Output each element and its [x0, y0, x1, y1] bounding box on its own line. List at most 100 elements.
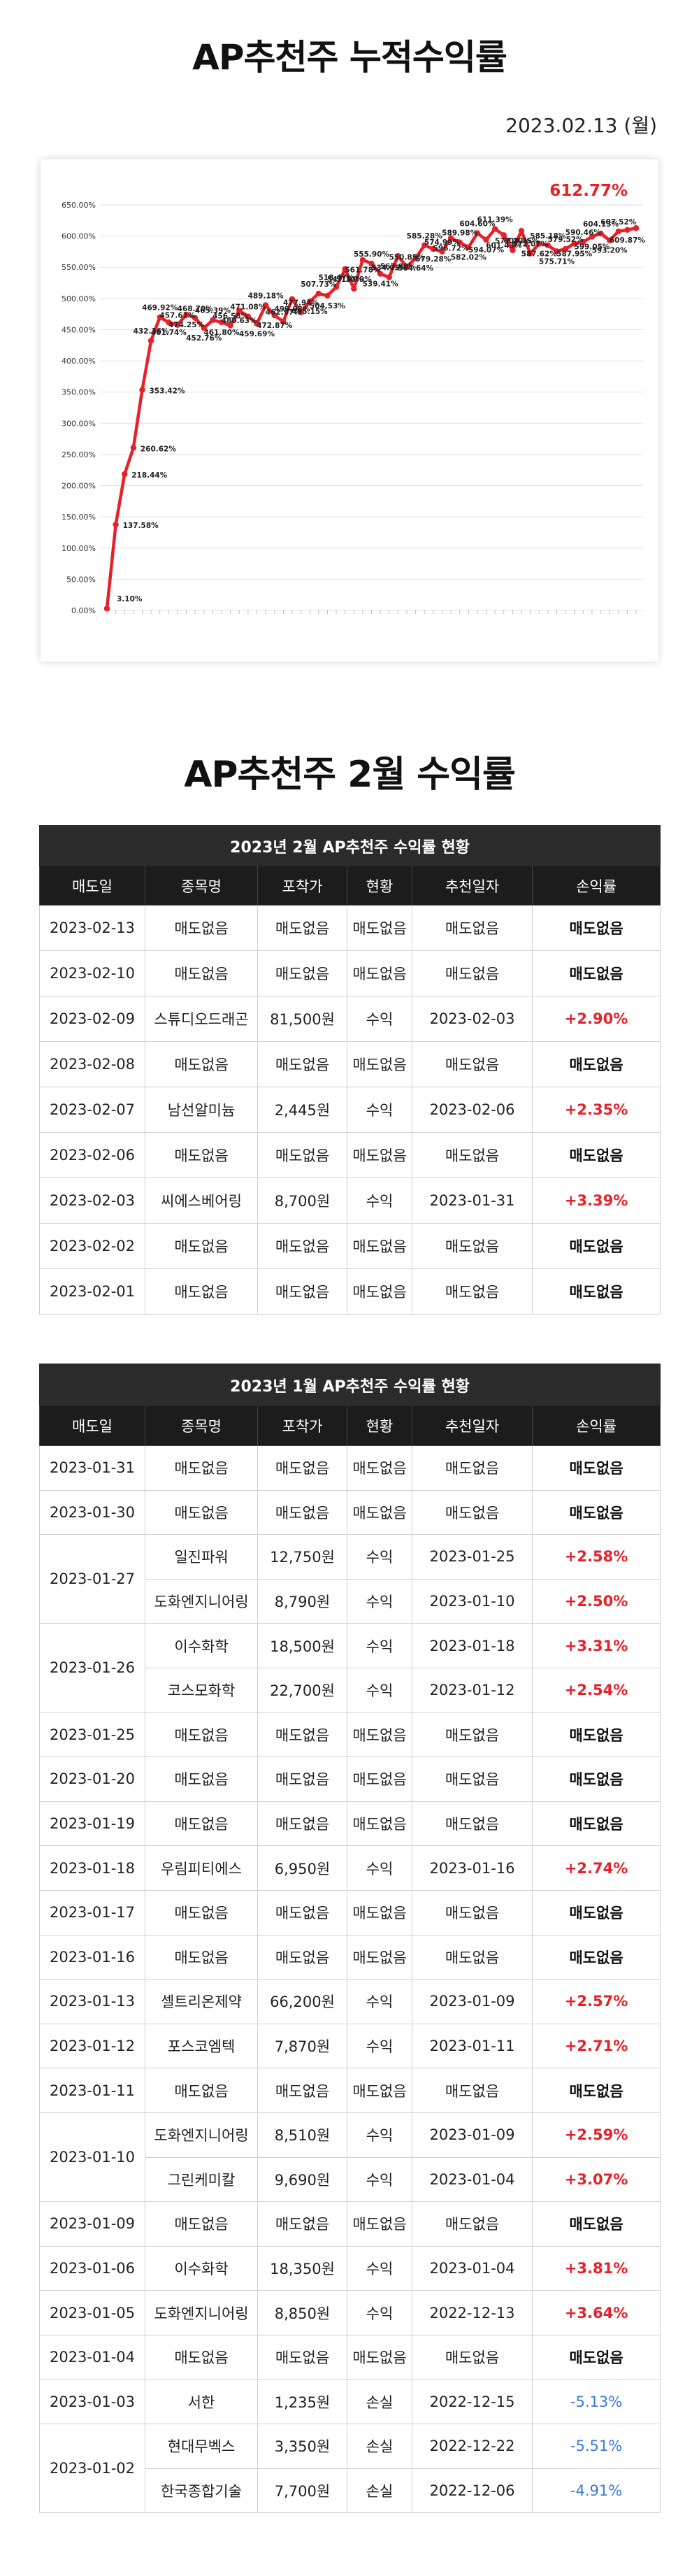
capture-price-cell: 매도없음 [257, 1889, 347, 1935]
data-label: 456.58% [212, 313, 249, 321]
data-point [280, 318, 287, 325]
data-label: 3.10% [117, 595, 143, 603]
data-label: 499.02% [274, 306, 310, 314]
data-label: 609.87% [610, 236, 646, 245]
column-header: 매도일 [39, 1405, 145, 1446]
recommend-date-cell: 매도없음 [412, 1712, 533, 1758]
stock-name-cell: 매도없음 [145, 1132, 258, 1178]
data-label: 611.39% [477, 215, 514, 224]
capture-price-cell: 1,235원 [257, 2379, 347, 2425]
data-label: 593.20% [592, 247, 628, 255]
capture-price-cell: 2,445원 [257, 1087, 347, 1133]
table-row: 2023-01-16 매도없음 매도없음 매도없음 매도없음 매도없음 [39, 1934, 661, 1980]
feb-section-title: AP추천주 2월 수익률 [184, 754, 516, 796]
data-point [174, 322, 181, 328]
table-caption: 2023년 1월 AP추천주 수익률 현황 [38, 1364, 661, 1406]
status-cell: 수익 [347, 1845, 412, 1891]
return-rate-cell: 매도없음 [531, 1756, 661, 1802]
table-row: 2023-02-01 매도없음 매도없음 매도없음 매도없음 매도없음 [39, 1268, 661, 1315]
recommend-date-cell: 매도없음 [412, 2201, 533, 2247]
return-rate-cell: 매도없음 [531, 1223, 661, 1269]
status-cell: 수익 [347, 2023, 412, 2069]
status-cell: 매도없음 [347, 2068, 412, 2113]
data-label: 462.97% [266, 308, 302, 317]
stock-name-cell: 현대무벡스 [145, 2424, 258, 2469]
return-rate-cell: 매도없음 [531, 950, 661, 996]
capture-price-cell: 81,500원 [257, 996, 347, 1042]
data-label: 461.74% [151, 329, 187, 337]
data-label: 452.76% [186, 334, 222, 343]
table-row: 2023-02-09 스튜디오드래곤 81,500원 수익 2023-02-03 +2.9… [39, 996, 661, 1042]
status-cell: 수익 [347, 996, 412, 1042]
recommend-date-cell: 2022-12-15 [412, 2379, 533, 2425]
stock-name-cell: 매도없음 [145, 1223, 258, 1269]
sell-date-cell: 2023-01-09 [39, 2201, 145, 2247]
y-tick-label: 150.00% [62, 513, 96, 522]
capture-price-cell: 9,690원 [257, 2156, 347, 2203]
sell-date-cell: 2023-02-09 [39, 996, 145, 1042]
stock-name-cell: 도화엔지니어링 [145, 2112, 258, 2158]
table-row: 도화엔지니어링 8,790원 수익 2023-01-10 +2.50% [40, 1578, 661, 1624]
return-rate-cell: +2.74% [531, 1845, 661, 1891]
recommend-date-cell: 2023-01-12 [412, 1667, 533, 1713]
data-point [421, 242, 428, 248]
data-point [130, 445, 137, 451]
data-point [368, 260, 375, 267]
data-label: 564.64% [398, 264, 434, 273]
table-row: 2023-01-11 매도없음 매도없음 매도없음 매도없음 매도없음 [39, 2068, 661, 2113]
data-point [554, 248, 560, 255]
recommend-date-cell: 매도없음 [412, 1445, 533, 1491]
table-row: 2023-01-09 매도없음 매도없음 매도없음 매도없음 매도없음 [39, 2201, 661, 2247]
data-label: 515.79% [336, 276, 373, 284]
data-label: 471.08% [230, 303, 266, 312]
table-row: 2023-01-25 매도없음 매도없음 매도없음 매도없음 매도없음 [39, 1712, 661, 1758]
recommend-date-cell: 2023-01-10 [412, 1578, 533, 1624]
data-label: 469.92% [142, 304, 178, 313]
column-header: 추천일자 [412, 866, 533, 906]
return-rate-cell: 매도없음 [531, 2068, 661, 2113]
recommend-date-cell: 매도없음 [412, 1934, 533, 1980]
return-rate-cell: 매도없음 [531, 1041, 661, 1087]
stock-name-cell: 포스코엠텍 [145, 2023, 258, 2069]
capture-price-cell: 매도없음 [257, 1268, 347, 1315]
capture-price-cell: 6,950원 [257, 1845, 347, 1891]
table-row: 2023-02-08 매도없음 매도없음 매도없음 매도없음 매도없음 [39, 1041, 661, 1087]
stock-name-cell: 스튜디오드래곤 [145, 996, 258, 1042]
table-row: 2023-01-04 매도없음 매도없음 매도없음 매도없음 매도없음 [39, 2334, 661, 2380]
data-label: 589.98% [442, 229, 478, 238]
table-row: 2023-02-13 매도없음 매도없음 매도없음 매도없음 매도없음 [39, 905, 661, 951]
recommend-date-cell: 2022-12-13 [412, 2290, 533, 2335]
data-label: 604.60% [459, 220, 496, 229]
table-row: 2023-01-20 매도없음 매도없음 매도없음 매도없음 매도없음 [39, 1756, 661, 1802]
stock-name-cell: 매도없음 [145, 1489, 258, 1536]
recommend-date-cell: 매도없음 [412, 1268, 533, 1315]
stock-name-cell: 한국종합기술 [145, 2468, 258, 2514]
recommend-date-cell: 2023-01-16 [412, 1845, 533, 1891]
data-point [562, 245, 569, 252]
stock-name-cell: 매도없음 [145, 2068, 258, 2113]
capture-price-cell: 매도없음 [257, 1934, 347, 1980]
return-rate-cell: +2.90% [531, 996, 661, 1042]
sell-date-cell: 2023-01-20 [39, 1756, 145, 1802]
data-point [139, 387, 145, 393]
table-row: 그린케미칼 9,690원 수익 2023-01-04 +3.07% [40, 2156, 661, 2203]
capture-price-cell: 66,200원 [257, 1979, 347, 2024]
table-row: 한국종합기술 7,700원 손실 2022-12-06 -4.91% [40, 2468, 661, 2514]
sell-date-cell: 2023-01-30 [39, 1489, 145, 1536]
data-point [271, 312, 278, 319]
column-header: 종목명 [145, 866, 258, 906]
data-point [342, 266, 348, 273]
data-point [403, 264, 410, 270]
recommend-date-cell: 2023-01-04 [412, 2245, 533, 2291]
stock-name-cell: 이수화학 [145, 2245, 258, 2291]
capture-price-cell: 매도없음 [257, 950, 347, 996]
status-cell: 손실 [347, 2379, 412, 2425]
data-label: 572.07% [512, 241, 549, 249]
recommend-date-cell: 2023-01-04 [412, 2156, 533, 2203]
table-row: 2023-02-10 매도없음 매도없음 매도없음 매도없음 매도없음 [39, 950, 661, 996]
capture-price-cell: 매도없음 [257, 1489, 347, 1536]
data-label: 607.52% [600, 218, 637, 227]
status-cell: 수익 [347, 2112, 412, 2158]
sell-date-cell: 2023-02-03 [39, 1178, 145, 1224]
data-label: 585.28% [407, 232, 443, 241]
